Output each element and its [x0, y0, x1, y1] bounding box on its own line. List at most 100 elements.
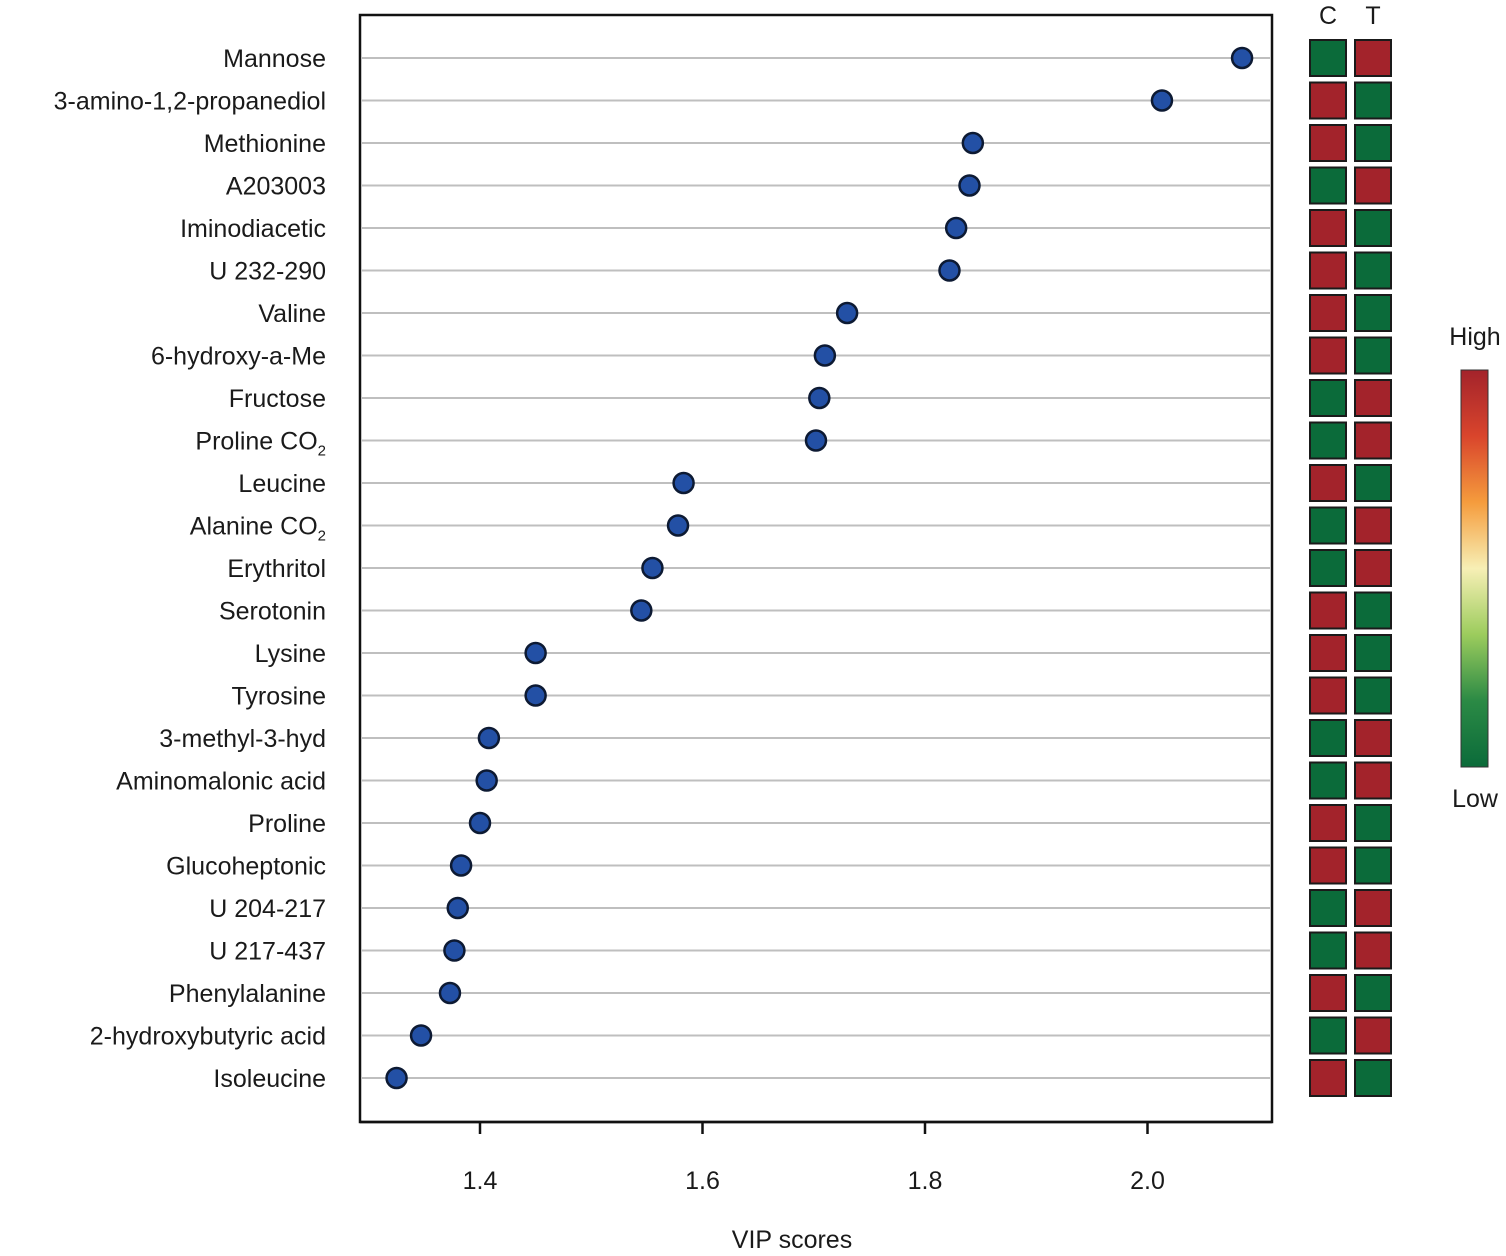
metabolite-label: 3-amino-1,2-propanediol — [54, 88, 326, 116]
heatmap-cell-T — [1354, 1016, 1392, 1055]
heatmap-cell-T — [1354, 379, 1392, 417]
heatmap-cell-T — [1354, 549, 1392, 587]
heatmap-cell-C — [1309, 209, 1347, 247]
metabolite-label: Aminomalonic acid — [116, 768, 326, 796]
metabolite-label: Iminodiacetic — [180, 215, 326, 243]
colorbar-gradient — [1460, 369, 1489, 768]
metabolite-name: Alanine CO — [190, 513, 318, 541]
metabolite-name: Iminodiacetic — [180, 215, 326, 243]
heatmap-cell-T — [1354, 506, 1392, 545]
heatmap-cell-T — [1354, 336, 1392, 375]
metabolite-name: 3-methyl-3-hyd — [159, 725, 326, 753]
heatmap-cell-T — [1354, 931, 1392, 970]
vip-point — [938, 259, 961, 282]
metabolite-name: 2-hydroxybutyric acid — [90, 1023, 326, 1051]
vip-point — [944, 216, 968, 240]
metabolite-label: U 204-217 — [209, 895, 326, 923]
metabolite-label: Serotonin — [219, 598, 326, 626]
heatmap-cell-T — [1354, 846, 1392, 885]
metabolite-label: 6-hydroxy-a-Me — [151, 343, 326, 371]
heatmap-cell-C — [1309, 761, 1347, 800]
metabolite-name: Mannose — [223, 45, 326, 73]
x-tick-label: 1.6 — [685, 1167, 720, 1195]
vip-point — [524, 684, 547, 707]
heatmap-cell-T — [1354, 209, 1392, 247]
heatmap-cell-C — [1309, 421, 1347, 460]
metabolite-label: Mannose — [223, 45, 326, 73]
vip-point — [804, 429, 828, 452]
heatmap-cell-C — [1309, 294, 1347, 332]
colorbar-legend: High Low — [1449, 323, 1500, 813]
x-axis: 1.4 1.6 1.8 2.0 — [360, 1120, 1272, 1195]
vip-point — [409, 1024, 433, 1047]
vip-point — [449, 854, 473, 877]
metabolite-name: A203003 — [226, 173, 326, 201]
vip-point — [438, 981, 462, 1005]
metabolite-name: Erythritol — [227, 555, 326, 583]
vip-point — [958, 174, 981, 197]
heatmap-cell-T — [1354, 974, 1392, 1012]
metabolite-label: 2-hydroxybutyric acid — [90, 1023, 326, 1051]
metabolite-name: Lysine — [255, 640, 326, 668]
vip-point — [468, 811, 492, 835]
x-tick-label: 2.0 — [1130, 1167, 1165, 1195]
heatmap-cell-C — [1309, 719, 1347, 757]
heatmap-cell-C — [1309, 1016, 1347, 1055]
metabolite-name: Leucine — [238, 470, 326, 498]
x-tick-label: 1.4 — [463, 1167, 498, 1195]
vip-point — [477, 726, 501, 750]
heatmap-cell-T — [1354, 251, 1392, 290]
heatmap-cell-T — [1354, 889, 1392, 927]
heatmap-cell-T — [1354, 676, 1392, 715]
heatmap-cell-C — [1309, 166, 1347, 205]
colorbar-high-label: High — [1449, 323, 1500, 351]
metabolite-label: Proline — [248, 810, 326, 838]
metabolite-label: Isoleucine — [213, 1065, 326, 1093]
gridlines — [362, 57, 1270, 1079]
heatmap-cell-C — [1309, 506, 1347, 545]
heatmap-cell-C — [1309, 549, 1347, 587]
heatmap-cell-C — [1309, 464, 1347, 502]
heatmap-cell-C — [1309, 931, 1347, 970]
vip-point — [443, 939, 466, 962]
data-points — [385, 46, 1254, 1090]
heatmap-cell-T — [1354, 804, 1392, 842]
vip-point — [1150, 89, 1174, 112]
vip-point — [961, 131, 985, 155]
heatmap-cell-T — [1354, 591, 1392, 630]
metabolite-name: Methionine — [204, 130, 326, 158]
vip-point — [672, 471, 695, 495]
metabolite-label: U 217-437 — [209, 938, 326, 966]
heatmap-cell-T — [1354, 81, 1392, 120]
vip-point — [630, 599, 653, 622]
heatmap-cell-C — [1309, 804, 1347, 842]
metabolite-label: Leucine — [238, 470, 326, 498]
heatmap-cell-T — [1354, 1059, 1392, 1097]
metabolite-name: Aminomalonic acid — [116, 768, 326, 796]
metabolite-name: Proline CO — [195, 428, 317, 456]
heatmap-cell-T — [1354, 464, 1392, 502]
x-tick-label: 1.8 — [908, 1167, 943, 1195]
heatmap-column-header: T — [1365, 2, 1380, 30]
metabolite-name: Proline — [248, 810, 326, 838]
heatmap-cell-T — [1354, 719, 1392, 757]
metabolite-name: 6-hydroxy-a-Me — [151, 343, 326, 371]
heatmap-cell-C — [1309, 251, 1347, 290]
heatmap-cell-T — [1354, 761, 1392, 800]
metabolite-label: Phenylalanine — [169, 980, 326, 1008]
metabolite-name: Tyrosine — [232, 683, 326, 711]
metabolite-label: Proline CO2 — [195, 428, 326, 460]
heatmap-cell-T — [1354, 39, 1392, 77]
metabolite-name: U 204-217 — [209, 895, 326, 923]
heatmap-cell-T — [1354, 294, 1392, 332]
heatmap-cell-T — [1354, 166, 1392, 205]
metabolite-name: Serotonin — [219, 598, 326, 626]
heatmap-cell-T — [1354, 421, 1392, 460]
heatmap-cell-C — [1309, 379, 1347, 417]
metabolite-label: Tyrosine — [232, 683, 326, 711]
vip-point — [835, 301, 859, 325]
metabolite-name: Phenylalanine — [169, 980, 326, 1008]
metabolite-label: Erythritol — [227, 555, 326, 583]
